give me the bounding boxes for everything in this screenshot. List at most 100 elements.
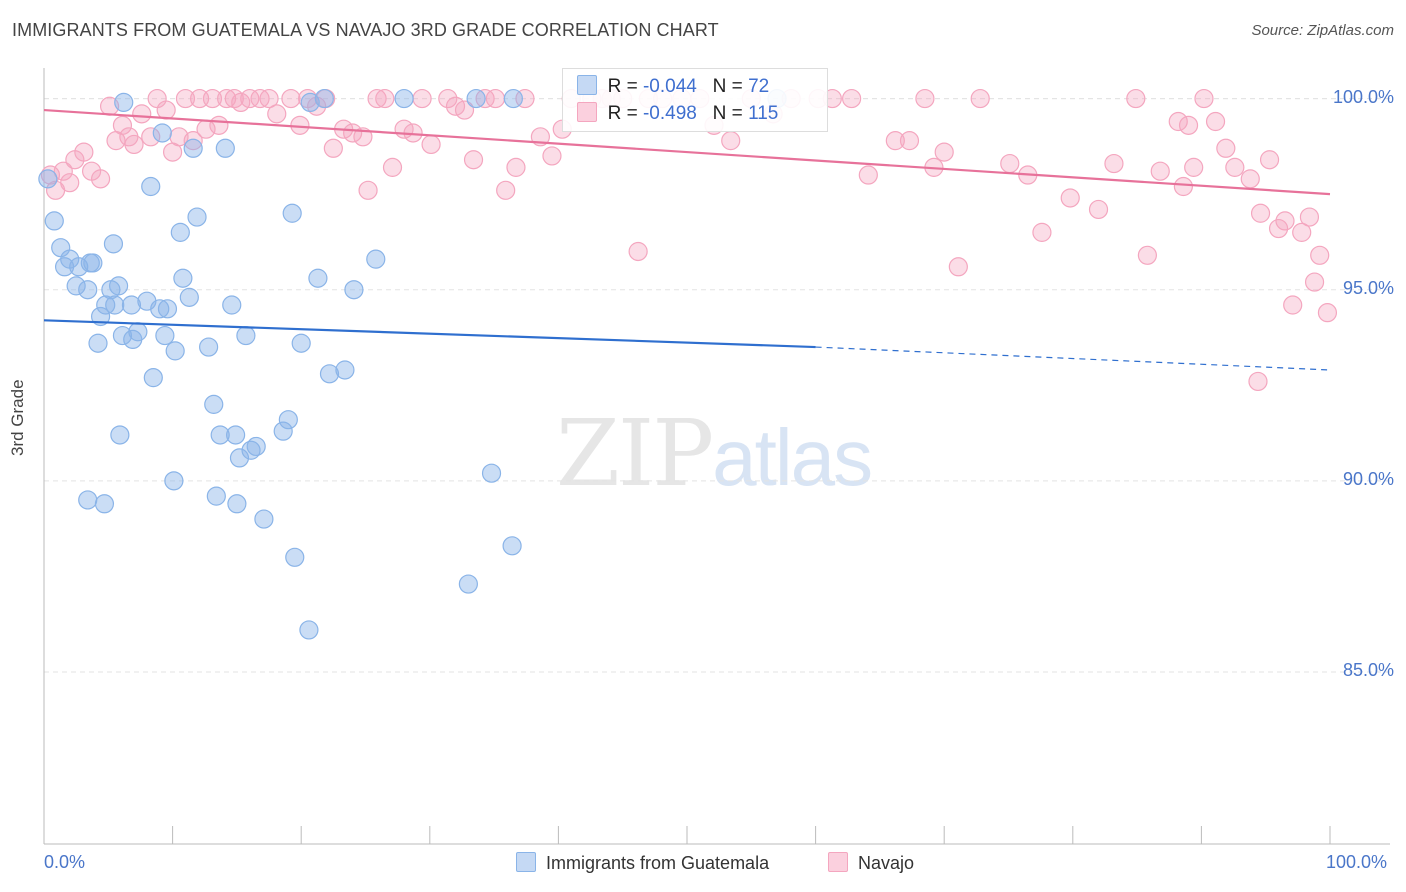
navajo-point-39 bbox=[343, 123, 363, 143]
guatemala-point-59 bbox=[94, 494, 115, 514]
navajo-point-37 bbox=[323, 138, 343, 158]
guatemala-point-36 bbox=[236, 325, 256, 346]
guatemala-point-33 bbox=[222, 295, 242, 315]
x-tick-label-max: 100.0% bbox=[1326, 852, 1388, 872]
navajo-point-111 bbox=[1299, 207, 1320, 227]
navajo-point-85 bbox=[948, 257, 968, 277]
guatemala-point-6 bbox=[69, 257, 89, 277]
guatemala-point-48 bbox=[314, 88, 334, 109]
navajo-point-32 bbox=[281, 88, 301, 109]
guatemala-point-49 bbox=[319, 364, 340, 384]
watermark-zip: ZIP bbox=[556, 400, 714, 507]
navajo-point-113 bbox=[1310, 245, 1330, 265]
navajo-point-13 bbox=[132, 104, 152, 124]
guatemala-point-40 bbox=[273, 421, 293, 441]
legend-row-guatemala: R = -0.044 N = 72 bbox=[577, 75, 769, 98]
guatemala-point-14 bbox=[105, 295, 125, 315]
guatemala-point-29 bbox=[199, 337, 219, 357]
navajo-trend-line bbox=[43, 108, 1331, 196]
guatemala-point-42 bbox=[282, 203, 302, 223]
guatemala-point-9 bbox=[83, 253, 103, 273]
guatemala-point-17 bbox=[121, 295, 142, 315]
navajo-point-24 bbox=[209, 115, 229, 135]
legend-n-value-guatemala: 72 bbox=[748, 76, 770, 97]
guatemala-point-27 bbox=[179, 287, 199, 307]
navajo-point-97 bbox=[1173, 176, 1193, 197]
navajo-point-95 bbox=[1150, 161, 1170, 181]
watermark-atlas: atlas bbox=[712, 413, 873, 502]
navajo-point-82 bbox=[915, 88, 935, 109]
guatemala-point-62 bbox=[110, 425, 130, 445]
chart-title: IMMIGRANTS FROM GUATEMALA VS NAVAJO 3RD … bbox=[12, 20, 719, 40]
legend-n-label: N = bbox=[712, 103, 743, 124]
bottom-legend-guatemala: Immigrants from Guatemala bbox=[516, 852, 769, 874]
navajo-point-41 bbox=[358, 180, 378, 200]
navajo-point-107 bbox=[1268, 218, 1289, 239]
guatemala-point-65 bbox=[481, 463, 502, 483]
legend-swatch-guatemala bbox=[577, 75, 597, 95]
guatemala-point-68 bbox=[394, 88, 414, 109]
navajo-point-57 bbox=[515, 88, 535, 109]
guatemala-point-0 bbox=[38, 169, 58, 189]
guatemala-point-34 bbox=[226, 425, 246, 445]
navajo-point-80 bbox=[885, 131, 905, 151]
guatemala-point-43 bbox=[285, 547, 305, 567]
guatemala-point-38 bbox=[246, 436, 266, 457]
navajo-point-14 bbox=[141, 127, 161, 147]
guatemala-point-31 bbox=[210, 425, 230, 445]
navajo-point-115 bbox=[1248, 371, 1268, 392]
guatemala-point-50 bbox=[335, 360, 355, 380]
guatemala-point-53 bbox=[141, 176, 161, 197]
legend-n-value-navajo: 115 bbox=[748, 103, 779, 124]
guatemala-point-54 bbox=[187, 207, 207, 227]
guatemala-point-1 bbox=[44, 211, 64, 231]
guatemala-point-57 bbox=[227, 494, 247, 514]
guatemala-point-19 bbox=[128, 322, 148, 342]
guatemala-point-46 bbox=[300, 92, 320, 113]
guatemala-point-37 bbox=[241, 440, 261, 460]
bottom-legend-swatch-guatemala bbox=[516, 852, 536, 872]
guatemala-point-66 bbox=[466, 88, 486, 109]
navajo-point-101 bbox=[1205, 111, 1226, 132]
navajo-point-106 bbox=[1259, 150, 1280, 170]
bottom-legend-swatch-navajo bbox=[828, 852, 848, 872]
guatemala-point-44 bbox=[291, 333, 311, 353]
guatemala-point-70 bbox=[114, 92, 134, 113]
navajo-point-99 bbox=[1184, 157, 1204, 177]
navajo-point-93 bbox=[1126, 88, 1146, 109]
guatemala-point-25 bbox=[165, 341, 185, 361]
guatemala-trend-extension bbox=[815, 346, 1331, 371]
navajo-point-3 bbox=[60, 173, 80, 193]
legend-r-value-guatemala: -0.044 bbox=[642, 76, 697, 97]
legend-r-value-navajo: -0.498 bbox=[642, 103, 697, 124]
navajo-point-108 bbox=[1275, 211, 1295, 231]
navajo-point-31 bbox=[267, 104, 287, 124]
guatemala-point-22 bbox=[150, 299, 170, 319]
bottom-legend-navajo: Navajo bbox=[828, 852, 914, 874]
guatemala-point-26 bbox=[173, 268, 193, 288]
navajo-point-49 bbox=[438, 88, 458, 109]
guatemala-point-52 bbox=[366, 249, 386, 269]
navajo-point-86 bbox=[970, 88, 990, 109]
guatemala-point-10 bbox=[88, 333, 108, 353]
guatemala-point-61 bbox=[164, 471, 184, 491]
navajo-point-104 bbox=[1240, 169, 1260, 189]
legend-r-label: R = bbox=[607, 103, 638, 124]
navajo-point-81 bbox=[899, 131, 920, 151]
guatemala-point-60 bbox=[206, 486, 226, 506]
navajo-point-23 bbox=[202, 88, 223, 109]
guatemala-point-24 bbox=[157, 299, 178, 319]
navajo-point-91 bbox=[1088, 199, 1109, 220]
guatemala-point-28 bbox=[183, 138, 203, 158]
legend-n-label: N = bbox=[712, 76, 743, 97]
navajo-point-100 bbox=[1194, 88, 1214, 109]
guatemala-point-67 bbox=[503, 88, 523, 109]
guatemala-point-39 bbox=[254, 509, 274, 529]
legend-r-label: R = bbox=[607, 76, 638, 97]
navajo-point-89 bbox=[1032, 222, 1052, 242]
guatemala-point-32 bbox=[215, 138, 235, 158]
navajo-point-79 bbox=[858, 165, 878, 185]
y-axis-label: 3rd Grade bbox=[8, 379, 27, 456]
guatemala-point-47 bbox=[308, 268, 328, 288]
